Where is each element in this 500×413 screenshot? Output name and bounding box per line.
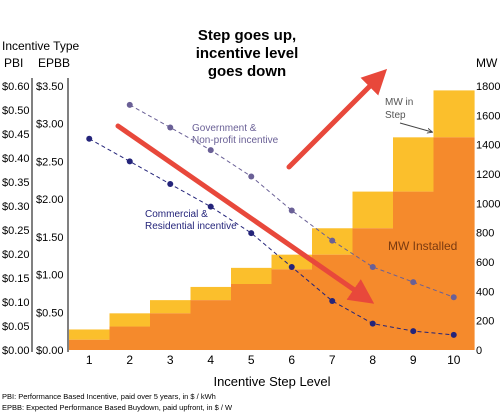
mw-tick-label: 200 [476,316,494,328]
footnote-epbb: EPBB: Expected Performance Based Buydown… [2,403,233,412]
com-series-point [207,203,214,210]
mw-in-step-bar [190,286,232,301]
epbb-tick-label: $1.00 [36,270,64,282]
com-series-point [329,297,336,304]
headline-line-1: Step goes up, [198,27,296,44]
mw-tick-label: 1600 [476,110,500,122]
mw-in-step-bar [150,300,192,314]
com-series-point [167,181,174,188]
com-label-line-2: Residential incentive [145,221,237,232]
mw-installed-bar [231,284,273,350]
pbi-tick-label: $0.60 [2,81,30,93]
gov-series-point [410,279,417,286]
epbb-tick-label: $0.50 [36,307,64,319]
pbi-tick-label: $0.15 [2,273,30,285]
com-series-point [450,331,457,338]
epbb-tick-label: $1.50 [36,232,64,244]
x-tick-label: 7 [329,353,336,367]
gov-series-point [126,101,133,108]
mw-installed-label: MW Installed [388,239,457,253]
gov-label-line-1: Government & [192,123,257,134]
headline-line-3: goes down [208,63,286,80]
mw-in-step-bar [433,90,475,138]
mw-installed-bar [150,313,192,350]
epbb-tick-label: $0.00 [36,345,64,357]
mw-installed-bar [69,339,111,350]
x-tick-label: 1 [86,353,93,367]
mw-tick-label: 800 [476,228,494,240]
gov-label-line-2: Non-profit incentive [192,135,279,146]
com-series-point [369,320,376,327]
pbi-tick-label: $0.45 [2,129,30,141]
mw-tick-label: 1800 [476,81,500,93]
headline-line-2: incentive level [196,45,299,62]
com-label-line-1: Commercial & [145,209,208,220]
pbi-axis-label: PBI [4,56,23,70]
x-tick-label: 5 [248,353,255,367]
mw-installed-bar [271,269,313,350]
gov-series-point [329,237,336,244]
x-tick-label: 8 [369,353,376,367]
mw-in-step-bar [69,329,111,340]
footnote-pbi: PBI: Performance Based Incentive, paid o… [2,392,216,401]
mw-in-step-bar [393,137,435,192]
gov-series-point [248,173,255,180]
pbi-tick-label: $0.00 [2,345,30,357]
gov-series-point [369,264,376,271]
pbi-tick-label: $0.50 [2,105,30,117]
x-tick-label: 10 [447,353,461,367]
epbb-tick-label: $3.50 [36,81,64,93]
com-series-point [248,230,255,237]
mw-axis-title: MW [476,56,498,70]
x-tick-label: 6 [288,353,295,367]
pbi-tick-label: $0.30 [2,201,30,213]
mw-installed-bar [433,137,475,350]
epbb-tick-label: $2.00 [36,194,64,206]
mw-in-step-bar [231,267,273,284]
com-series-point [288,264,295,271]
mw-tick-label: 0 [476,345,482,357]
mw-installed-bar [190,300,232,350]
x-tick-label: 4 [207,353,214,367]
com-series-point [410,328,417,335]
x-tick-label: 9 [410,353,417,367]
gov-series-point [450,294,457,301]
mw-tick-label: 1400 [476,140,500,152]
mw-in-step-pointer [399,122,432,132]
x-axis-title: Incentive Step Level [213,374,330,389]
mw-installed-bar [393,191,435,350]
epbb-axis-label: EPBB [38,56,70,70]
mw-tick-label: 600 [476,257,494,269]
mw-tick-label: 1200 [476,169,500,181]
pbi-tick-label: $0.20 [2,249,30,261]
mw-in-step-label-2: Step [385,110,406,121]
pbi-tick-label: $0.10 [2,297,30,309]
pbi-tick-label: $0.35 [2,177,30,189]
mw-in-step-bar [352,191,394,229]
pbi-tick-label: $0.40 [2,153,30,165]
com-series-point [86,135,93,142]
gov-series-point [167,124,174,131]
up-arrow [286,68,388,170]
pbi-tick-label: $0.25 [2,225,30,237]
x-tick-label: 3 [167,353,174,367]
mw-installed-bar [109,326,151,350]
com-series-point [126,158,133,165]
mw-in-step-label-1: MW in [385,97,413,108]
mw-tick-label: 400 [476,286,494,298]
pbi-tick-label: $0.05 [2,321,30,333]
gov-series-point [288,207,295,214]
down-arrow [115,123,375,304]
mw-in-step-bar [109,313,151,327]
left-axis-title: Incentive Type [2,39,79,53]
mw-tick-label: 1000 [476,198,500,210]
epbb-tick-label: $3.00 [36,119,64,131]
gov-series-point [207,147,214,154]
x-tick-label: 2 [126,353,133,367]
epbb-tick-label: $2.50 [36,156,64,168]
com-series-line [89,138,454,336]
